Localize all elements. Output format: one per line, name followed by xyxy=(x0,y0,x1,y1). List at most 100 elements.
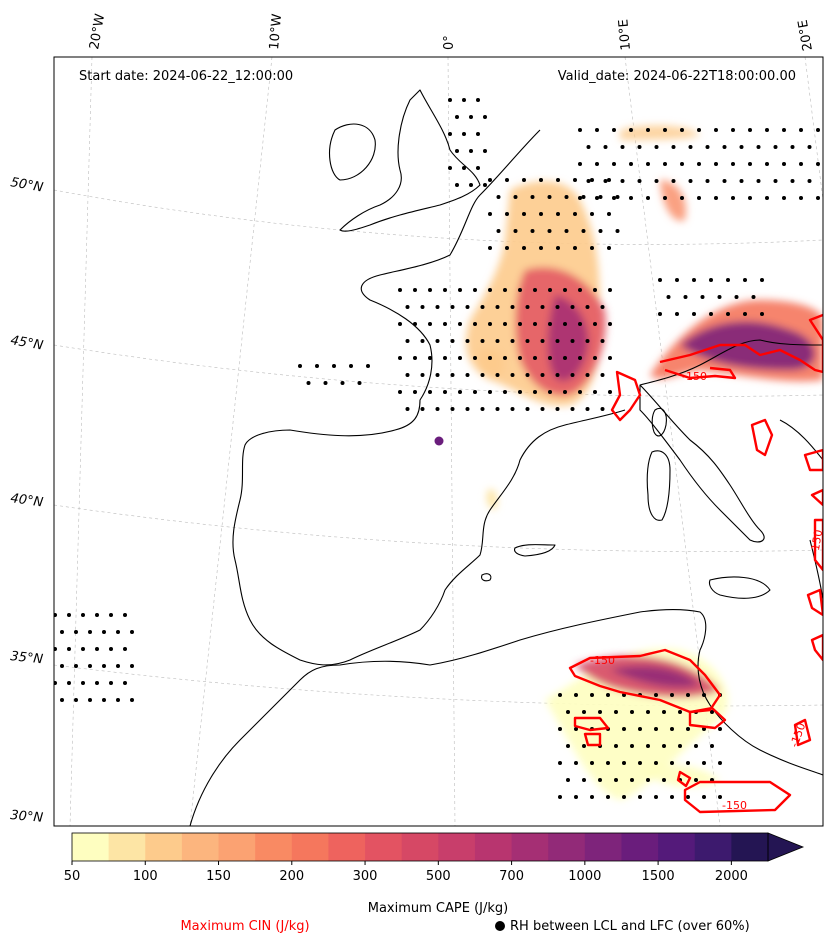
rh-dot xyxy=(578,322,582,326)
rh-dot xyxy=(582,710,586,714)
rh-dot xyxy=(654,179,659,183)
rh-dot xyxy=(680,162,684,166)
rh-dot xyxy=(539,212,543,216)
rh-dot xyxy=(581,229,586,233)
rh-dot xyxy=(555,407,560,411)
rh-dot xyxy=(366,364,370,368)
rh-dot xyxy=(510,305,515,309)
rh-dot xyxy=(734,295,739,299)
rh-dot xyxy=(574,693,578,697)
rh-dot xyxy=(413,288,417,292)
rh-dot xyxy=(629,128,633,132)
rh-dot xyxy=(683,295,688,299)
rh-dot xyxy=(600,407,605,411)
rh-dot xyxy=(518,390,522,394)
rh-dot xyxy=(548,322,552,326)
rh-dot xyxy=(556,178,560,182)
rh-dot xyxy=(533,288,537,292)
rh-dot xyxy=(443,390,447,394)
rh-dot xyxy=(590,761,594,765)
rh-dot xyxy=(116,698,120,702)
rh-dot xyxy=(476,166,480,170)
colorbar-swatch xyxy=(218,833,256,861)
rh-dot xyxy=(450,339,455,343)
rh-dot xyxy=(95,613,99,617)
rh-dot xyxy=(578,390,582,394)
rh-dot xyxy=(614,778,618,782)
rh-dot xyxy=(697,128,701,132)
colorbar-ticks: 50 100 150 200 300 500 700 1000 1500 2000 xyxy=(64,861,748,884)
colorbar-swatch xyxy=(658,833,696,861)
rh-dot xyxy=(637,179,642,183)
rh-dot xyxy=(675,278,679,282)
rh-dot xyxy=(694,778,698,782)
rh-dot xyxy=(600,373,605,377)
rh-dot xyxy=(603,145,608,149)
rh-dot xyxy=(662,778,666,782)
graticule-lines xyxy=(54,57,823,826)
rh-dot xyxy=(598,195,603,199)
rh-dot xyxy=(765,128,769,132)
rh-dot xyxy=(614,744,618,748)
colorbar-title: Maximum CAPE (J/kg) xyxy=(368,901,508,916)
rh-dot xyxy=(663,162,667,166)
latitude-labels: 50°N 45°N 40°N 35°N 30°N xyxy=(9,175,44,826)
rh-dot xyxy=(67,647,71,651)
rh-dot xyxy=(405,407,410,411)
cin-contour-labels: -150 -150 -150 -150 -150 xyxy=(590,370,823,812)
rh-dot xyxy=(807,145,812,149)
rh-dot xyxy=(714,196,718,200)
rh-dot xyxy=(558,693,562,697)
rh-dot xyxy=(88,698,92,702)
rh-dot xyxy=(420,305,425,309)
rh-dot xyxy=(702,693,706,697)
rh-dot xyxy=(435,407,440,411)
rh-dot xyxy=(622,761,626,765)
rh-dot xyxy=(709,278,713,282)
rh-dot xyxy=(473,390,477,394)
lat-label: 40°N xyxy=(9,491,44,510)
rh-dot xyxy=(586,179,591,183)
rh-dot xyxy=(722,179,727,183)
rh-dot xyxy=(480,305,485,309)
rh-dot xyxy=(607,212,611,216)
rh-dot xyxy=(503,390,507,394)
cin-label: -150 xyxy=(682,370,707,383)
rh-dot xyxy=(595,196,599,200)
rh-dot xyxy=(533,322,537,326)
colorbar-tick-label: 500 xyxy=(426,869,451,884)
rh-dot xyxy=(606,693,610,697)
rh-dot xyxy=(585,407,590,411)
rh-legend-marker xyxy=(495,921,505,931)
start-date-label: Start date: 2024-06-22_12:00:00 xyxy=(79,69,293,84)
rh-dot xyxy=(450,373,455,377)
rh-dot xyxy=(670,795,674,799)
rh-dot xyxy=(598,778,602,782)
rh-dot xyxy=(585,305,590,309)
rh-dot xyxy=(566,778,570,782)
rh-dot xyxy=(405,373,410,377)
rh-dot xyxy=(630,744,634,748)
rh-dot xyxy=(607,178,611,182)
rh-dot xyxy=(686,761,690,765)
rh-dot xyxy=(465,373,470,377)
rh-dot xyxy=(646,778,650,782)
rh-dot xyxy=(662,710,666,714)
rh-dot xyxy=(525,407,530,411)
rh-dot xyxy=(513,195,518,199)
rh-dot xyxy=(340,381,345,385)
rh-dot xyxy=(564,229,569,233)
rh-dot xyxy=(790,179,795,183)
rh-dot xyxy=(593,356,597,360)
rh-dot xyxy=(420,339,425,343)
rh-dot xyxy=(765,162,769,166)
rh-dot xyxy=(608,390,612,394)
rh-dot xyxy=(547,229,552,233)
rh-dot xyxy=(680,128,684,132)
rh-dot xyxy=(473,288,477,292)
colorbar-tick-label: 1500 xyxy=(642,869,675,884)
rh-dot xyxy=(558,727,562,731)
rh-dot xyxy=(476,98,480,102)
rh-dot xyxy=(692,312,696,316)
rh-dot xyxy=(556,212,560,216)
